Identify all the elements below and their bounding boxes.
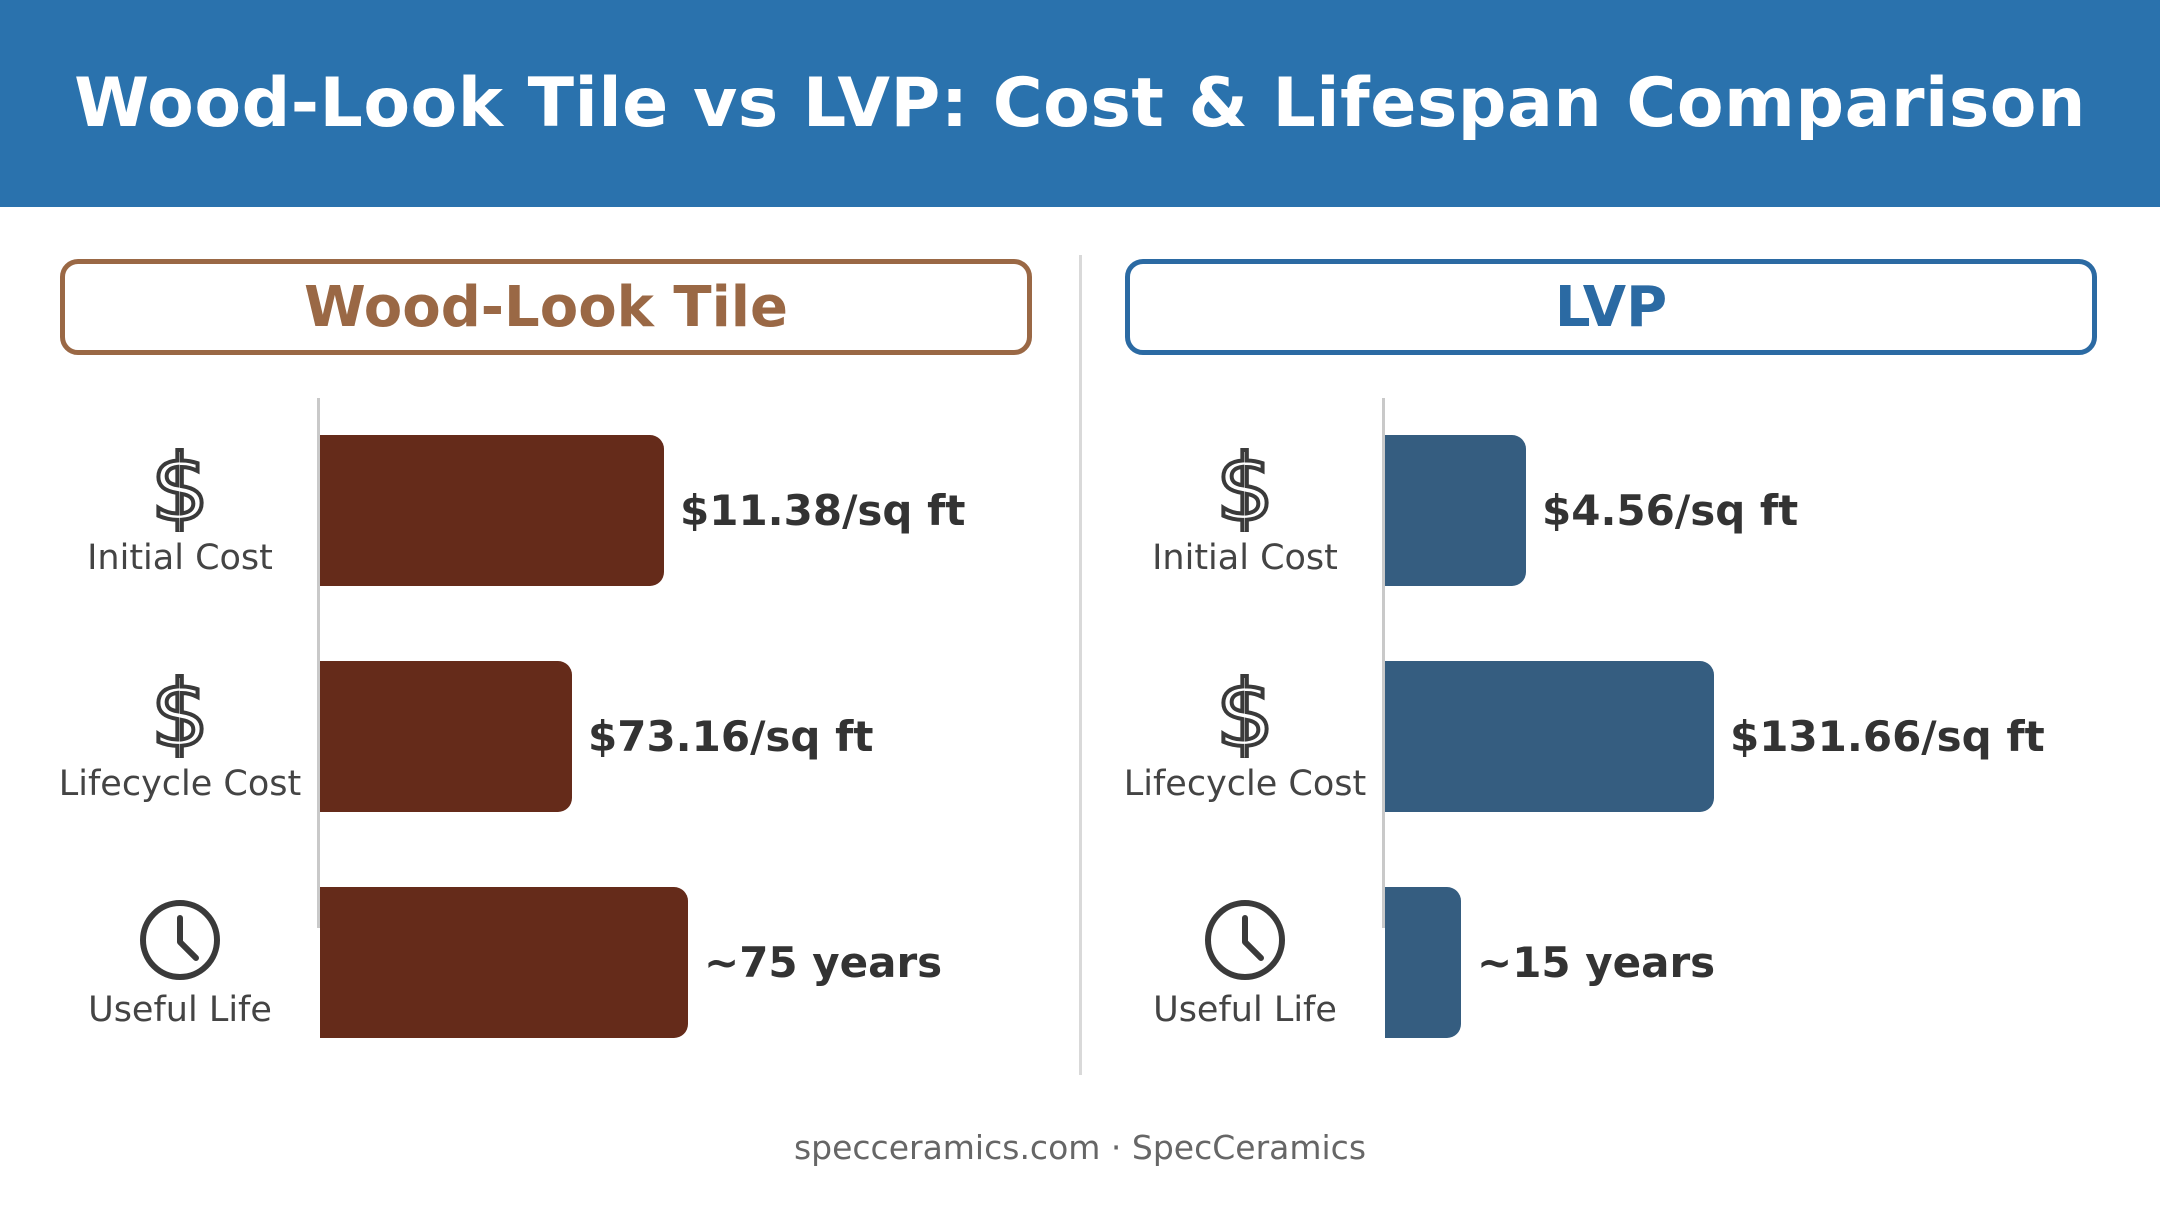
data-label: $73.16/sq ft — [588, 712, 874, 761]
svg-text:$: $ — [1216, 444, 1275, 532]
chart-row: $ Lifecycle Cost $131.66/sq ft — [1123, 659, 2160, 812]
svg-text:$: $ — [151, 670, 210, 758]
data-label: $131.66/sq ft — [1730, 712, 2045, 761]
category-label-group: $ Initial Cost — [1125, 433, 1365, 586]
category-label: Initial Cost — [1152, 537, 1338, 578]
axis-line — [317, 398, 320, 928]
data-label: $11.38/sq ft — [680, 486, 966, 535]
dollar-icon: $ — [1203, 433, 1287, 544]
clock-icon — [1203, 896, 1287, 988]
dollar-icon: $ — [138, 659, 222, 770]
category-label: Useful Life — [88, 989, 272, 1030]
clock-icon — [138, 896, 222, 988]
bar — [1385, 435, 1526, 586]
chart-row: Useful Life ~75 years — [60, 887, 1120, 1038]
dollar-icon: $ — [138, 433, 222, 544]
svg-text:$: $ — [1216, 670, 1275, 758]
category-label-group: $ Lifecycle Cost — [1123, 659, 1367, 812]
svg-text:$: $ — [151, 444, 210, 532]
footer-credit: specceramics.com · SpecCeramics — [793, 1128, 1367, 1167]
bar — [320, 887, 688, 1038]
chart-row: $ Initial Cost $11.38/sq ft — [60, 433, 1120, 586]
panel-title-wood-look-tile: Wood-Look Tile — [60, 259, 1032, 355]
data-label: ~15 years — [1477, 938, 1716, 987]
panel-lvp: LVP $ Initial Cost $4.56/sq ft $ Lifecycle C… — [1123, 255, 2160, 1085]
page-title: Wood-Look Tile vs LVP: Cost & Lifespan C… — [74, 64, 2086, 143]
category-label-group: $ Initial Cost — [60, 433, 300, 586]
category-label-group: $ Lifecycle Cost — [58, 659, 302, 812]
category-label: Lifecycle Cost — [58, 763, 302, 804]
chart-row: Useful Life ~15 years — [1125, 887, 2160, 1038]
panel-divider — [1079, 255, 1082, 1075]
bar — [320, 661, 572, 812]
category-label: Initial Cost — [87, 537, 273, 578]
category-label: Useful Life — [1153, 989, 1337, 1030]
title-banner: Wood-Look Tile vs LVP: Cost & Lifespan C… — [0, 0, 2160, 207]
data-label: ~75 years — [704, 938, 943, 987]
category-label: Lifecycle Cost — [1123, 763, 1367, 804]
dollar-icon: $ — [1203, 659, 1287, 770]
axis-line — [1382, 398, 1385, 928]
category-label-group: Useful Life — [60, 887, 300, 1038]
panel-title-lvp: LVP — [1125, 259, 2097, 355]
bar — [1385, 661, 1714, 812]
chart-row: $ Initial Cost $4.56/sq ft — [1125, 433, 2160, 586]
bar — [1385, 887, 1461, 1038]
category-label-group: Useful Life — [1125, 887, 1365, 1038]
panel-wood-look-tile: Wood-Look Tile $ Initial Cost $11.38/sq ft… — [58, 255, 1120, 1085]
data-label: $4.56/sq ft — [1542, 486, 1799, 535]
chart-row: $ Lifecycle Cost $73.16/sq ft — [58, 659, 1120, 812]
bar — [320, 435, 664, 586]
